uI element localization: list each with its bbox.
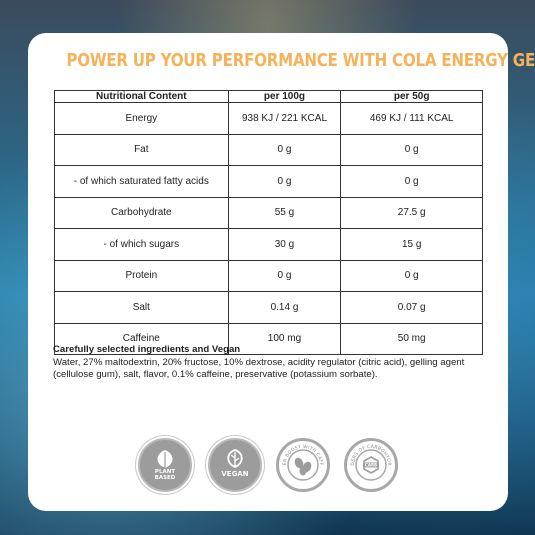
leaf-icon bbox=[157, 450, 173, 468]
value-per-100g: 0 g bbox=[227, 165, 342, 198]
carb-label: CARB bbox=[365, 463, 377, 468]
vegan-label: VEGAN bbox=[221, 470, 249, 478]
plant-based-label-line1: PLANT bbox=[154, 469, 176, 475]
table-row: Energy 938 KJ / 221 KCAL 469 KJ / 111 KC… bbox=[54, 102, 483, 135]
table-row: Fat 0 g 0 g bbox=[54, 133, 483, 166]
caffeine-badge-graphic: POWER BOOST WITH CAFFEINE bbox=[279, 441, 324, 481]
value-per-50g: 50 mg bbox=[340, 322, 483, 355]
column-header-per-50g: per 50g bbox=[340, 90, 483, 103]
row-label: Caffeine bbox=[54, 322, 229, 355]
badge-row: PLANT BASED VEGAN POWER BOOST WITH CAFFE… bbox=[28, 438, 508, 492]
value-per-100g: 55 g bbox=[227, 196, 342, 229]
carb-molecule-icon bbox=[363, 456, 379, 474]
info-card: POWER UP YOUR PERFORMANCE WITH COLA ENER… bbox=[28, 33, 535, 511]
value-per-50g: 0 g bbox=[340, 133, 483, 166]
row-label: Energy bbox=[54, 102, 229, 135]
ingredients-section: Carefully selected ingredients and Vegan… bbox=[53, 344, 488, 382]
value-per-50g: 0.07 g bbox=[340, 291, 483, 324]
table-row: Caffeine 100 mg 50 mg bbox=[54, 322, 483, 355]
table-row: - of which saturated fatty acids 0 g 0 g bbox=[54, 165, 483, 198]
value-per-100g: 0 g bbox=[227, 259, 342, 292]
value-per-100g: 0 g bbox=[227, 133, 342, 166]
headline: POWER UP YOUR PERFORMANCE WITH COLA ENER… bbox=[66, 50, 535, 71]
table-row: Carbohydrate 55 g 27.5 g bbox=[54, 196, 483, 229]
value-per-100g: 938 KJ / 221 KCAL bbox=[227, 102, 342, 135]
row-label: Fat bbox=[54, 133, 229, 166]
vegan-badge: VEGAN bbox=[208, 438, 262, 492]
plant-based-label-line2: BASED bbox=[154, 475, 176, 481]
carbohydrates-badge-graphic: WONDERS OF CARBOHYDRATES CARB bbox=[347, 441, 392, 481]
table-header-row: Nutritional Content per 100g per 50g bbox=[54, 90, 483, 103]
carbohydrates-badge: WONDERS OF CARBOHYDRATES CARB bbox=[344, 438, 398, 492]
column-header-nutritional-content: Nutritional Content bbox=[54, 90, 229, 103]
value-per-50g: 469 KJ / 111 KCAL bbox=[340, 102, 483, 135]
row-label: - of which saturated fatty acids bbox=[54, 165, 229, 198]
value-per-50g: 27.5 g bbox=[340, 196, 483, 229]
caffeine-badge: POWER BOOST WITH CAFFEINE bbox=[276, 438, 330, 492]
value-per-50g: 15 g bbox=[340, 228, 483, 261]
value-per-50g: 0 g bbox=[340, 259, 483, 292]
value-per-50g: 0 g bbox=[340, 165, 483, 198]
coffee-bean-icon bbox=[294, 457, 312, 476]
row-label: Salt bbox=[54, 291, 229, 324]
plant-based-badge: PLANT BASED bbox=[138, 438, 192, 492]
ingredients-text: Water, 27% maltodextrin, 20% fructose, 1… bbox=[53, 356, 465, 381]
ingredients-title: Carefully selected ingredients and Vegan bbox=[53, 344, 241, 355]
table-row: Salt 0.14 g 0.07 g bbox=[54, 291, 483, 324]
row-label: - of which sugars bbox=[54, 228, 229, 261]
table-row: - of which sugars 30 g 15 g bbox=[54, 228, 483, 261]
row-label: Protein bbox=[54, 259, 229, 292]
value-per-100g: 0.14 g bbox=[227, 291, 342, 324]
row-label: Carbohydrate bbox=[54, 196, 229, 229]
column-header-per-100g: per 100g bbox=[227, 90, 342, 103]
nutrition-table: Nutritional Content per 100g per 50g Ene… bbox=[54, 90, 483, 355]
table-row: Protein 0 g 0 g bbox=[54, 259, 483, 292]
value-per-100g: 30 g bbox=[227, 228, 342, 261]
vegan-leaf-icon bbox=[227, 449, 243, 468]
